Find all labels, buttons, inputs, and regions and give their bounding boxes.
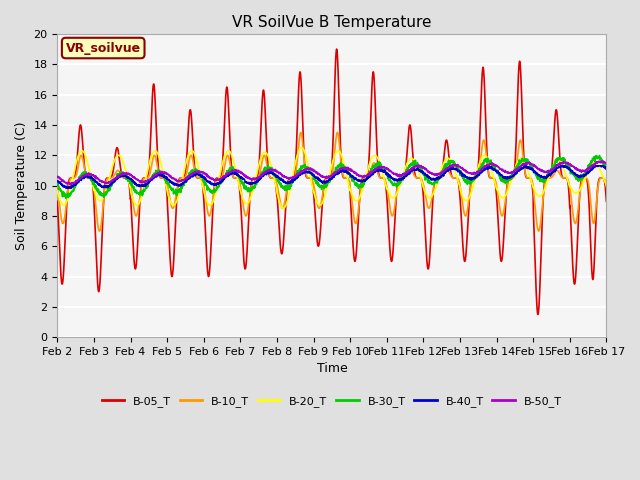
B-20_T <box>207 203 214 208</box>
B-30_T <box>207 187 214 193</box>
B-40_T <box>348 173 356 179</box>
B-30_T <box>492 168 499 173</box>
B-10_T <box>492 178 499 184</box>
B-05_T <box>554 129 562 135</box>
B-30_T <box>54 180 61 186</box>
B-10_T <box>360 175 367 181</box>
Line: B-50_T: B-50_T <box>58 161 606 184</box>
B-50_T <box>360 174 367 180</box>
B-20_T <box>360 181 368 187</box>
B-10_T <box>570 215 577 221</box>
B-40_T <box>360 178 367 184</box>
B-50_T <box>492 163 499 168</box>
B-40_T <box>207 180 214 185</box>
B-20_T <box>492 183 500 189</box>
B-10_T <box>54 184 61 190</box>
B-30_T <box>596 153 604 158</box>
B-40_T <box>54 179 61 184</box>
B-10_T <box>602 184 610 190</box>
B-50_T <box>554 162 562 168</box>
B-40_T <box>492 168 499 173</box>
B-20_T <box>54 188 61 194</box>
B-20_T <box>298 145 305 151</box>
B-30_T <box>602 166 610 172</box>
B-20_T <box>602 182 610 188</box>
Line: B-05_T: B-05_T <box>58 49 606 314</box>
B-50_T <box>67 181 75 187</box>
B-30_T <box>570 172 577 178</box>
B-50_T <box>54 174 61 180</box>
Legend: B-05_T, B-10_T, B-20_T, B-30_T, B-40_T, B-50_T: B-05_T, B-10_T, B-20_T, B-30_T, B-40_T, … <box>98 391 566 411</box>
Line: B-40_T: B-40_T <box>58 166 606 188</box>
B-40_T <box>63 185 71 191</box>
B-30_T <box>62 195 70 201</box>
Y-axis label: Soil Temperature (C): Soil Temperature (C) <box>15 121 28 250</box>
B-05_T <box>360 175 367 181</box>
B-10_T <box>535 228 543 234</box>
B-50_T <box>602 160 610 166</box>
B-20_T <box>554 157 562 163</box>
B-05_T <box>54 198 61 204</box>
B-40_T <box>602 166 610 172</box>
B-30_T <box>554 156 562 162</box>
B-30_T <box>348 174 356 180</box>
B-05_T <box>207 254 214 260</box>
B-50_T <box>348 168 356 174</box>
B-50_T <box>595 158 603 164</box>
Line: B-20_T: B-20_T <box>58 148 606 208</box>
X-axis label: Time: Time <box>317 362 348 375</box>
B-40_T <box>554 165 562 170</box>
B-05_T <box>602 198 610 204</box>
B-20_T <box>570 189 577 195</box>
B-10_T <box>207 211 214 216</box>
B-05_T <box>534 312 542 317</box>
B-40_T <box>522 163 529 169</box>
B-10_T <box>348 198 356 204</box>
B-30_T <box>360 181 367 187</box>
B-05_T <box>348 221 356 227</box>
Text: VR_soilvue: VR_soilvue <box>66 42 141 55</box>
Title: VR SoilVue B Temperature: VR SoilVue B Temperature <box>232 15 431 30</box>
B-50_T <box>207 175 214 181</box>
Line: B-10_T: B-10_T <box>58 132 606 231</box>
B-20_T <box>279 205 287 211</box>
B-20_T <box>348 192 356 198</box>
B-40_T <box>570 170 577 176</box>
B-10_T <box>333 130 341 135</box>
B-10_T <box>554 168 562 174</box>
B-05_T <box>570 276 577 281</box>
B-05_T <box>492 182 499 188</box>
B-50_T <box>570 164 577 169</box>
Line: B-30_T: B-30_T <box>58 156 606 198</box>
B-05_T <box>333 46 340 52</box>
